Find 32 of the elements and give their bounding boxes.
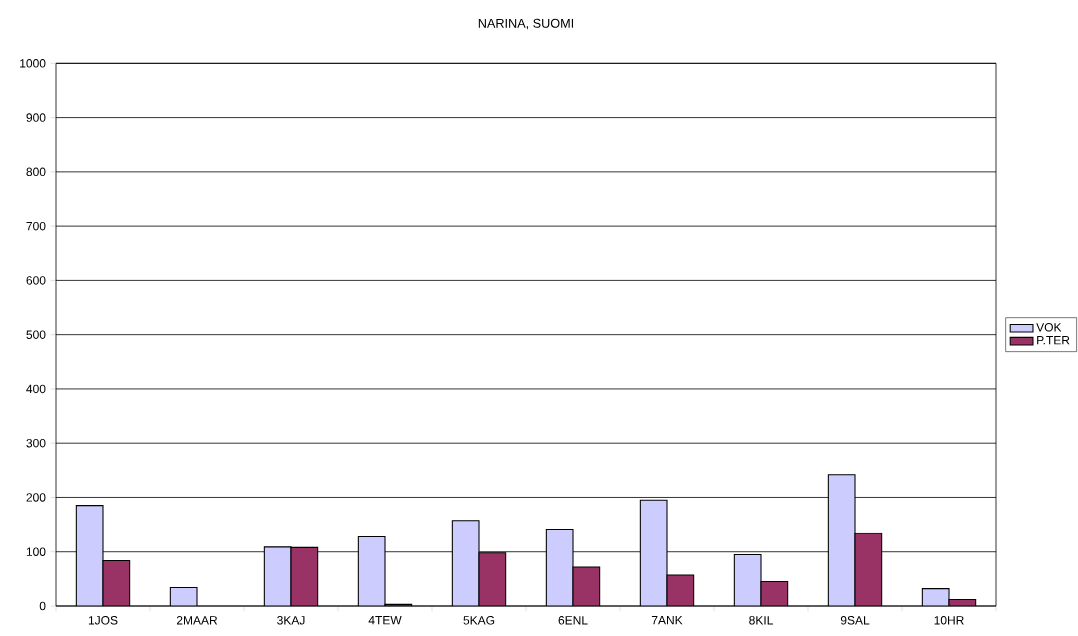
bar (639, 499, 668, 606)
y-tick-label: 0 (39, 601, 46, 611)
x-tick-label: 6ENL (558, 616, 588, 625)
chart-title: NARINA, SUOMI (478, 18, 574, 30)
x-tick-label: 10HR (934, 616, 964, 625)
y-tick-label: 1000 (20, 59, 46, 68)
bar (263, 546, 292, 606)
y-tick-label: 400 (26, 384, 46, 394)
y-tick-label: 600 (26, 276, 46, 285)
bar (75, 505, 104, 606)
x-tick-label: 8KIL (749, 616, 773, 625)
x-tick-label: 7ANK (651, 616, 683, 625)
y-tick-label: 300 (26, 438, 46, 448)
bar (733, 553, 762, 606)
x-tick-label: 5KAG (463, 616, 495, 625)
y-tick-label: 900 (26, 113, 46, 122)
y-tick-label: 200 (26, 493, 46, 502)
x-tick-label: 4TEW (368, 616, 402, 625)
y-tick-label: 500 (26, 330, 46, 339)
y-tick-label: 700 (26, 221, 46, 231)
bar (545, 528, 574, 606)
bar (451, 520, 480, 606)
bar (827, 474, 856, 606)
y-tick-label: 800 (26, 167, 46, 177)
x-tick-label: 9SAL (840, 616, 870, 625)
x-tick-label: 2MAAR (176, 616, 218, 625)
legend-label: VOK (1036, 323, 1062, 332)
legend-label: P.TER (1037, 336, 1070, 345)
x-tick-label: 3KAJ (277, 616, 305, 625)
x-tick-label: 1JOS (88, 616, 118, 625)
bar (357, 536, 386, 606)
y-tick-label: 100 (26, 547, 46, 556)
